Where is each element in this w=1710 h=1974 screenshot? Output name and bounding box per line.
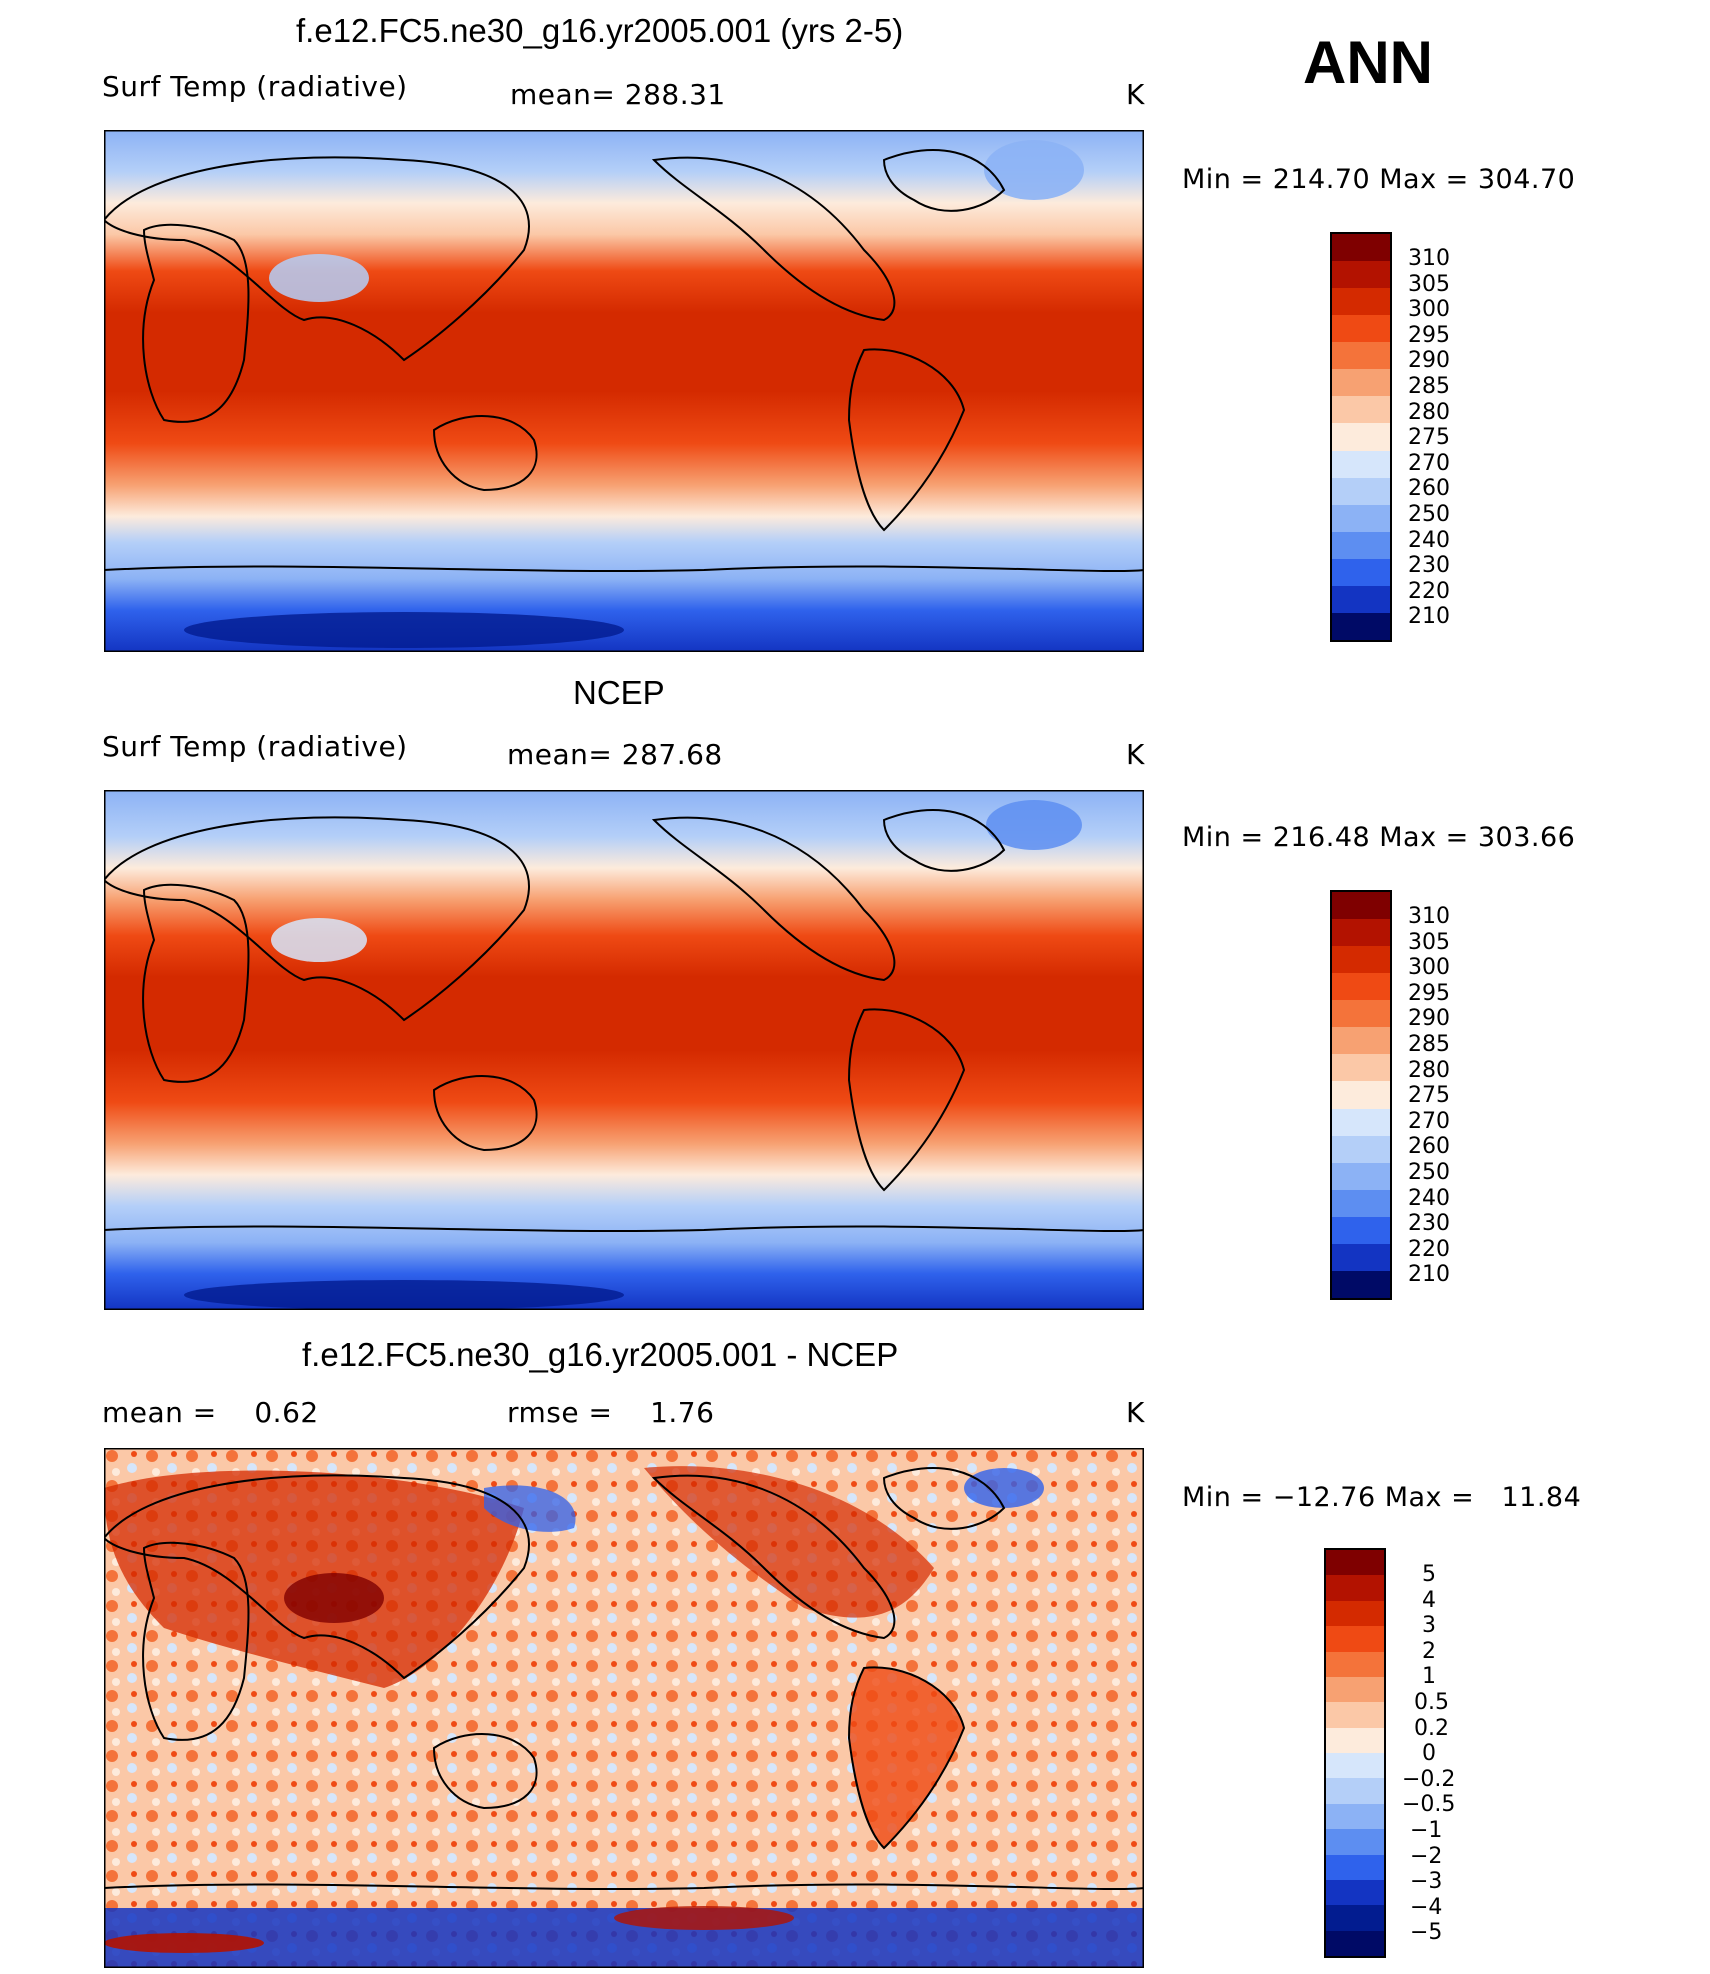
- colorbar-tick-label: 250: [1408, 1160, 1450, 1185]
- colorbar-tick-label: 270: [1408, 450, 1450, 476]
- colorbar-tick-label: 280: [1408, 399, 1450, 425]
- colorbar-tick-label: 275: [1408, 425, 1450, 451]
- greenland-cold-spot: [984, 140, 1084, 200]
- coastlines: [104, 809, 1144, 1233]
- colorbar-tick-label: 290: [1408, 1006, 1450, 1032]
- antarctic-cold-spot: [184, 1280, 624, 1310]
- colorbar-tick-label: 210: [1408, 1262, 1450, 1288]
- colorbar-tick-label: 230: [1408, 553, 1450, 579]
- colorbar-tick-label: 0: [1422, 1741, 1436, 1767]
- coastlines: [104, 149, 1144, 573]
- colorbar-tick-label: 4: [1422, 1587, 1436, 1613]
- colorbar-tick-label: 220: [1408, 1236, 1450, 1262]
- colorbar-tick-label: −4: [1410, 1894, 1443, 1920]
- colorbar-tick-label: 305: [1408, 271, 1450, 297]
- colorbar-tick-label: −0.2: [1402, 1766, 1456, 1792]
- tibet-warm-spot: [284, 1573, 384, 1623]
- colorbar-tick-label: 300: [1408, 297, 1450, 323]
- south-america-warm-anomaly: [849, 1667, 964, 1848]
- colorbar-tick-label: 285: [1408, 1032, 1450, 1057]
- north-america-warm-anomaly: [644, 1466, 934, 1618]
- panel-2-colorbar: [1330, 890, 1392, 1300]
- colorbar-tick-label: 295: [1408, 980, 1450, 1006]
- panel-3-map: [104, 1448, 1144, 1968]
- greenland-cold-anomaly: [964, 1468, 1044, 1508]
- panel-2-min-max: Min = 216.48 Max = 303.66: [1182, 822, 1576, 853]
- panel-1-mean-label: mean= 288.31: [510, 78, 726, 111]
- colorbar-tick-label: 305: [1408, 929, 1450, 955]
- panel-3-title: f.e12.FC5.ne30_g16.yr2005.001 - NCEP: [302, 1336, 899, 1373]
- colorbar-tick-label: 250: [1408, 502, 1450, 527]
- panel-2-title: NCEP: [573, 674, 665, 711]
- colorbar-tick-label: 0.5: [1414, 1690, 1449, 1715]
- panel-1-min-max: Min = 214.70 Max = 304.70: [1182, 164, 1576, 195]
- colorbar-tick-label: 260: [1408, 1134, 1450, 1160]
- tibet-cold-spot: [271, 918, 367, 962]
- panel-3-min-max: Min = −12.76 Max = 11.84: [1182, 1482, 1582, 1513]
- panel-1-units: K: [1126, 78, 1145, 111]
- colorbar-tick-label: 300: [1408, 955, 1450, 981]
- colorbar-tick-label: −5: [1410, 1920, 1443, 1946]
- colorbar-tick-label: 210: [1408, 604, 1450, 630]
- arctic-cold-anomaly: [484, 1485, 576, 1532]
- panel-1-map: [104, 130, 1144, 652]
- colorbar-tick-label: 5: [1422, 1562, 1436, 1587]
- colorbar-tick-label: −2: [1410, 1843, 1443, 1869]
- colorbar-tick-label: −1: [1410, 1818, 1443, 1843]
- colorbar-tick-label: 0.2: [1414, 1715, 1449, 1741]
- season-label: ANN: [1303, 29, 1433, 96]
- colorbar-tick-label: 3: [1422, 1613, 1436, 1639]
- colorbar-tick-label: 280: [1408, 1057, 1450, 1083]
- colorbar-tick-label: 295: [1408, 322, 1450, 348]
- panel-3-colorbar: [1324, 1548, 1386, 1958]
- colorbar-tick-label: 240: [1408, 527, 1450, 553]
- panel-1-variable-label: Surf Temp (radiative): [102, 70, 408, 103]
- colorbar-tick-label: 260: [1408, 476, 1450, 502]
- coastlines: [104, 1467, 1144, 1891]
- colorbar-tick-label: 290: [1408, 348, 1450, 374]
- panel-2-map: [104, 790, 1144, 1310]
- tibet-cold-spot: [269, 254, 369, 302]
- panel-3-units: K: [1126, 1396, 1145, 1429]
- colorbar-tick-label: −3: [1410, 1869, 1443, 1895]
- colorbar-tick-label: 285: [1408, 374, 1450, 399]
- panel-2-units: K: [1126, 738, 1145, 771]
- colorbar-tick-label: 1: [1422, 1664, 1436, 1690]
- colorbar-tick-label: 2: [1422, 1638, 1436, 1664]
- colorbar-tick-label: 270: [1408, 1108, 1450, 1134]
- panel-1-title: f.e12.FC5.ne30_g16.yr2005.001 (yrs 2-5): [296, 12, 904, 49]
- panel-3-rmse-label: rmse = 1.76: [507, 1396, 715, 1429]
- colorbar-tick-label: 230: [1408, 1211, 1450, 1237]
- greenland-cold-spot: [986, 800, 1082, 850]
- colorbar-tick-label: 275: [1408, 1083, 1450, 1109]
- panel-3-mean-label: mean = 0.62: [102, 1396, 319, 1429]
- antarctic-cold-spot: [184, 612, 624, 648]
- colorbar-tick-label: 310: [1408, 246, 1450, 271]
- panel-1-colorbar: [1330, 232, 1392, 642]
- colorbar-tick-label: 220: [1408, 578, 1450, 604]
- colorbar-tick-label: −0.5: [1402, 1792, 1456, 1818]
- antarctic-warm-anomaly: [104, 1933, 264, 1953]
- colorbar-tick-label: 240: [1408, 1185, 1450, 1211]
- panel-2-mean-label: mean= 287.68: [507, 738, 723, 771]
- panel-2-variable-label: Surf Temp (radiative): [102, 730, 408, 763]
- colorbar-tick-label: 310: [1408, 904, 1450, 929]
- antarctic-warm-anomaly: [614, 1906, 794, 1930]
